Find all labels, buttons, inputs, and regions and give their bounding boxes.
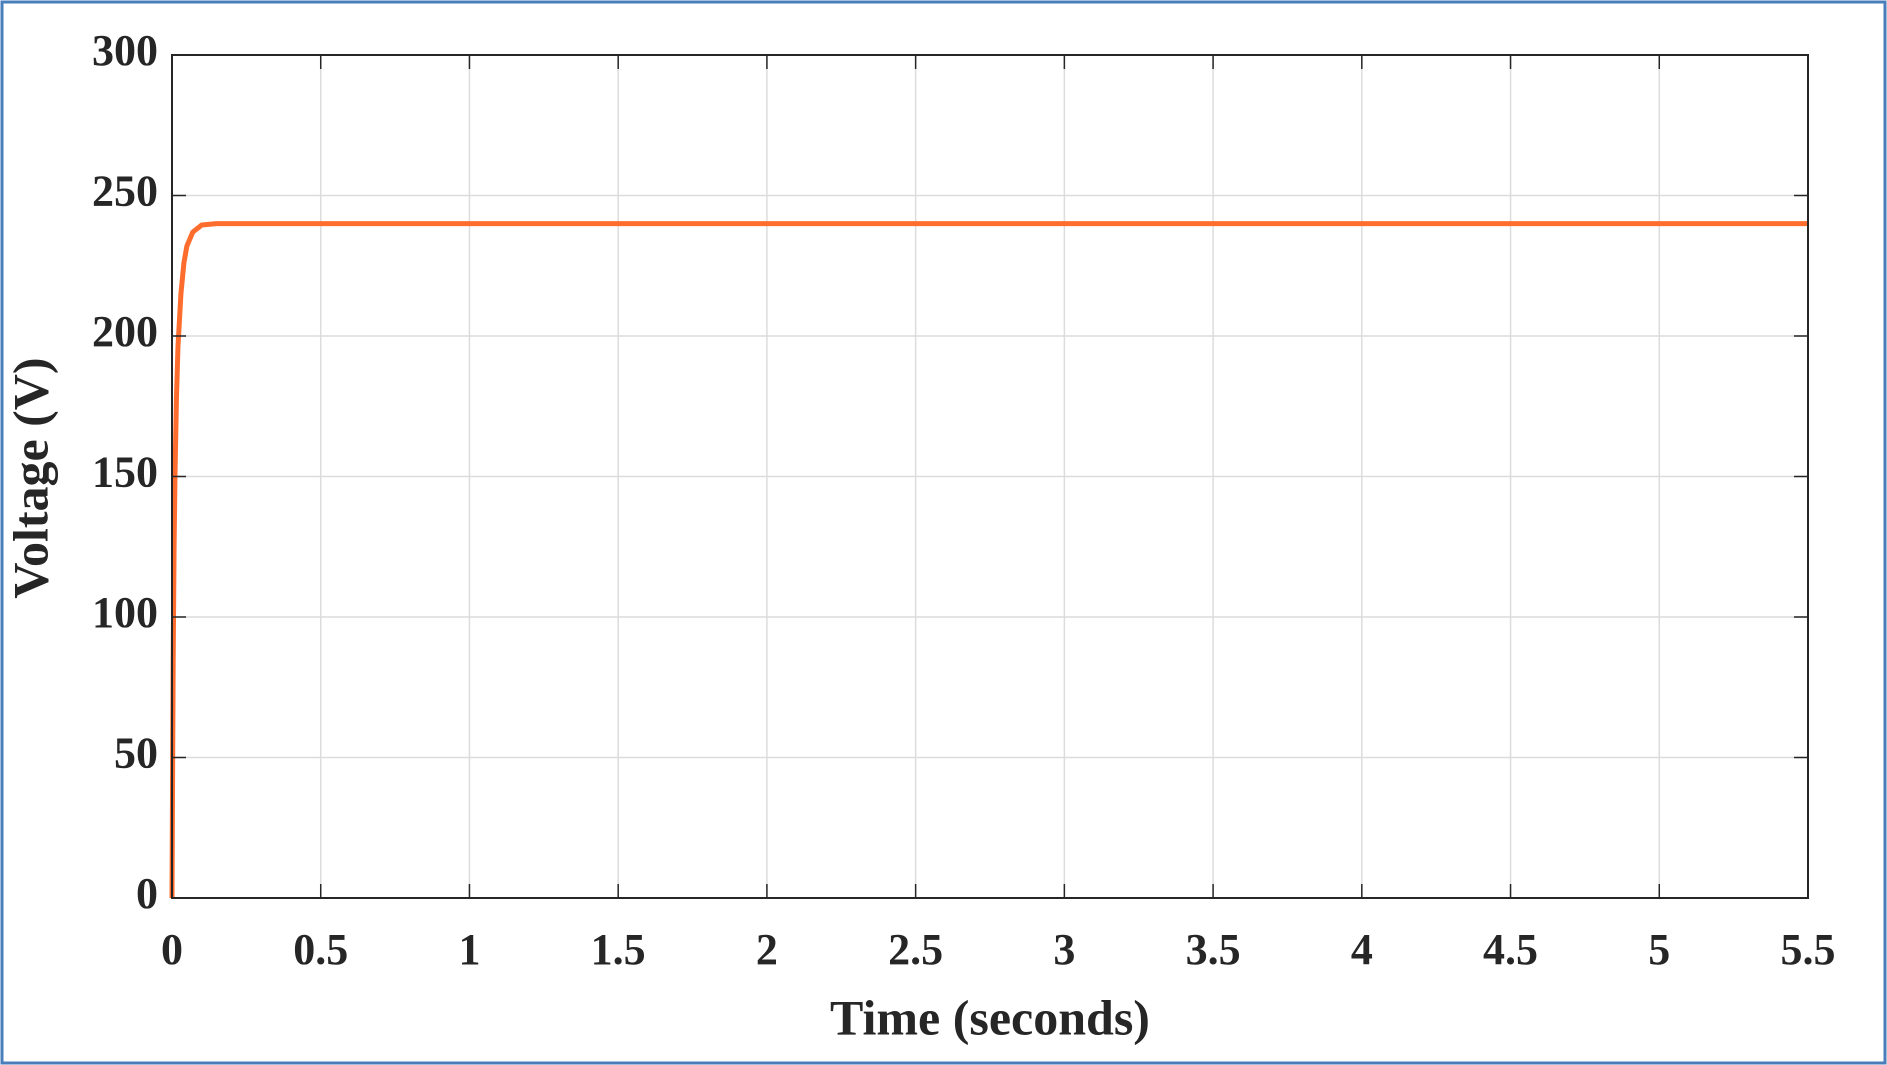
y-tick-label: 250 <box>92 167 158 216</box>
y-tick-label: 0 <box>136 869 158 918</box>
y-tick-label: 200 <box>92 307 158 356</box>
x-tick-label: 2 <box>756 925 778 974</box>
axes-box <box>171 54 1809 899</box>
y-tick-label: 150 <box>92 448 158 497</box>
x-tick-label: 4 <box>1351 925 1373 974</box>
x-tick-label: 4.5 <box>1483 925 1538 974</box>
x-tick-label: 0.5 <box>293 925 348 974</box>
x-axis-label: Time (seconds) <box>830 989 1150 1045</box>
data-line <box>169 221 1808 899</box>
x-tick-label: 3.5 <box>1186 925 1241 974</box>
x-tick-label: 5 <box>1648 925 1670 974</box>
x-tick-label: 1 <box>458 925 480 974</box>
y-tick-label: 300 <box>92 26 158 75</box>
x-tick-label: 1.5 <box>591 925 646 974</box>
y-axis-label: Voltage (V) <box>2 357 58 598</box>
x-tick-label: 5.5 <box>1781 925 1836 974</box>
x-tick-label: 0 <box>161 925 183 974</box>
y-tick-label: 50 <box>114 729 158 778</box>
x-tick-label: 3 <box>1053 925 1075 974</box>
y-tick-label: 100 <box>92 588 158 637</box>
grid <box>171 54 1809 899</box>
plot-area <box>169 221 1808 899</box>
x-tick-label: 2.5 <box>888 925 943 974</box>
